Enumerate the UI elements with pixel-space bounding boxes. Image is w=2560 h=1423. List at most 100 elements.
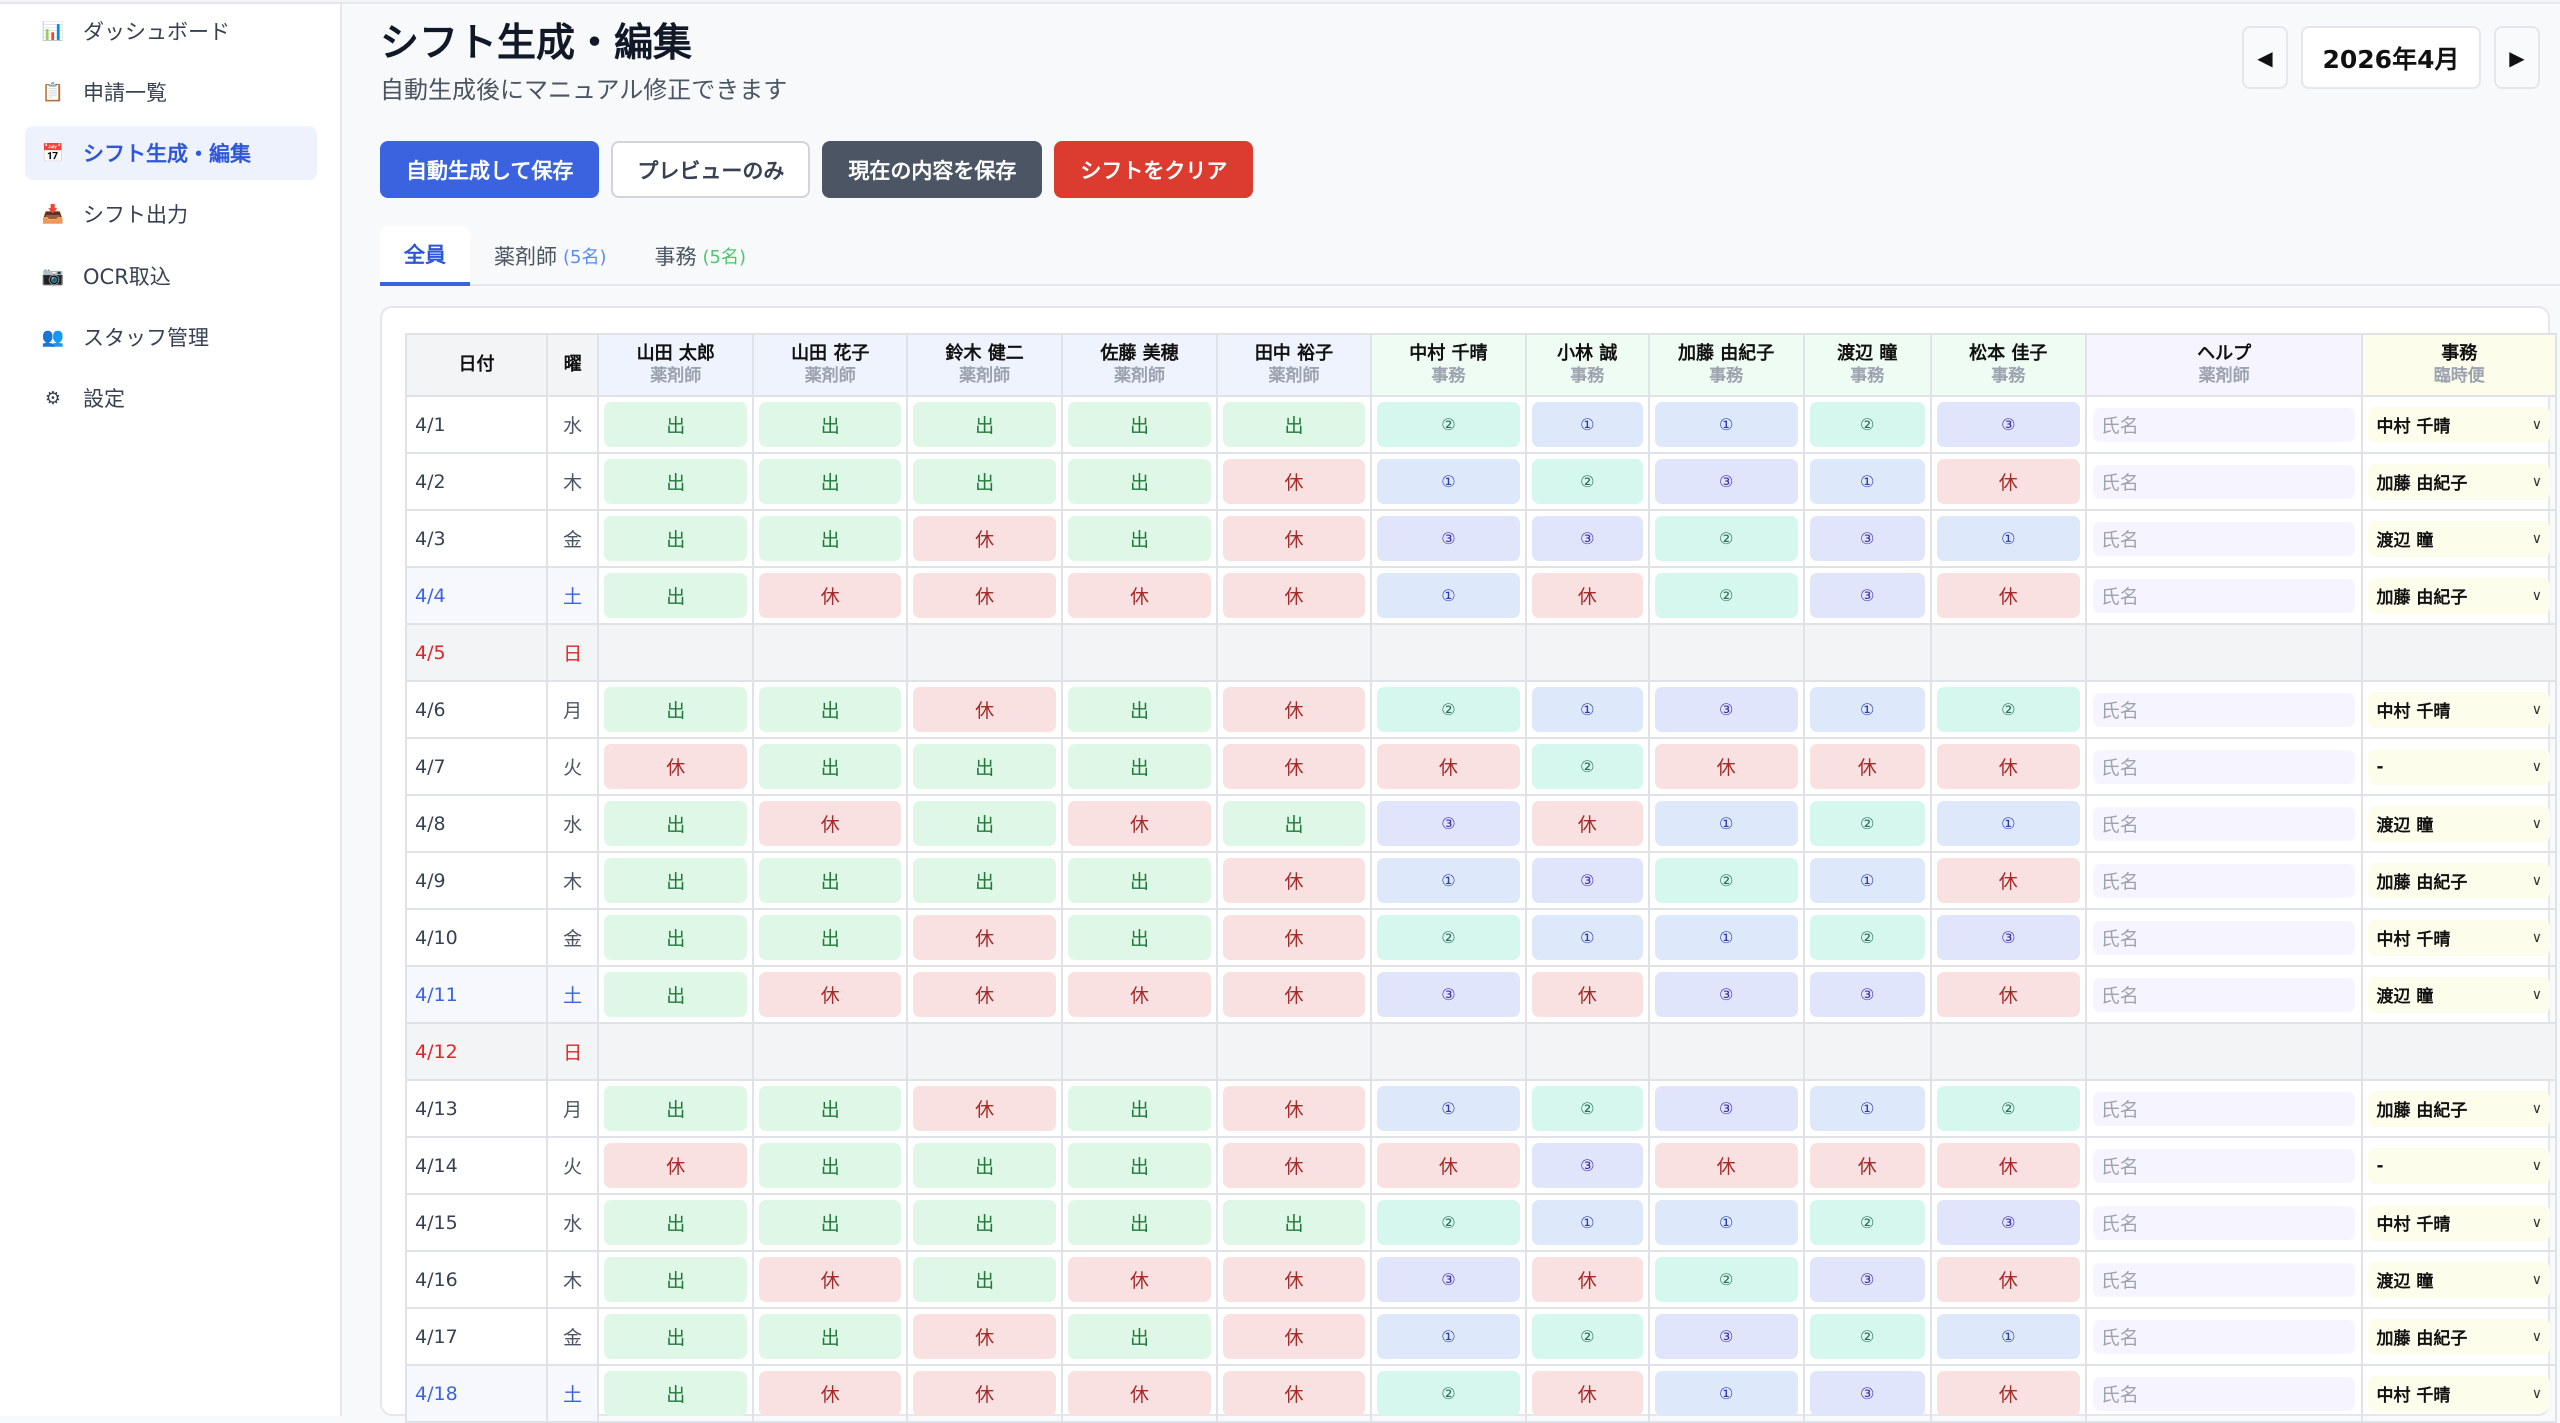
pharmacist-shift-toggle[interactable]: 出: [759, 687, 902, 732]
clerk-shift-toggle[interactable]: ②: [1654, 1257, 1798, 1302]
sidebar-item[interactable]: 👥 スタッフ管理: [25, 310, 317, 364]
clerk-shift-toggle[interactable]: ①: [1654, 915, 1798, 960]
pharmacist-shift-toggle[interactable]: 出: [604, 1257, 748, 1302]
pharmacist-shift-toggle[interactable]: 休: [1223, 573, 1365, 618]
office-select[interactable]: 加藤 由紀子 ∨: [2368, 463, 2550, 500]
clerk-shift-toggle[interactable]: ①: [1654, 402, 1798, 447]
clerk-shift-toggle[interactable]: ③: [1936, 402, 2080, 447]
pharmacist-shift-toggle[interactable]: 出: [1068, 858, 1212, 903]
sidebar-item[interactable]: 📊 ダッシュボード: [25, 4, 317, 58]
help-name-input[interactable]: 氏名: [2092, 1091, 2356, 1126]
pharmacist-shift-toggle[interactable]: 休: [1223, 744, 1365, 789]
sidebar-item[interactable]: 📷 OCR取込: [25, 249, 317, 303]
help-name-input[interactable]: 氏名: [2092, 1262, 2356, 1297]
pharmacist-shift-toggle[interactable]: 出: [913, 1257, 1057, 1302]
clerk-shift-toggle[interactable]: ③: [1376, 801, 1520, 846]
pharmacist-shift-toggle[interactable]: 休: [1223, 972, 1365, 1017]
pharmacist-shift-toggle[interactable]: 出: [913, 1143, 1057, 1188]
pharmacist-shift-toggle[interactable]: 休: [604, 744, 748, 789]
clerk-shift-toggle[interactable]: 休: [1936, 1371, 2080, 1416]
pharmacist-shift-toggle[interactable]: 休: [1223, 459, 1365, 504]
clerk-shift-toggle[interactable]: ①: [1809, 459, 1925, 504]
clerk-shift-toggle[interactable]: 休: [1531, 972, 1643, 1017]
clerk-shift-toggle[interactable]: ①: [1654, 801, 1798, 846]
clerk-shift-toggle[interactable]: 休: [1936, 972, 2080, 1017]
pharmacist-shift-toggle[interactable]: 休: [913, 1086, 1057, 1131]
pharmacist-shift-toggle[interactable]: 休: [759, 1257, 902, 1302]
pharmacist-shift-toggle[interactable]: 休: [1223, 1314, 1365, 1359]
help-name-input[interactable]: 氏名: [2092, 521, 2356, 556]
clerk-shift-toggle[interactable]: ①: [1531, 402, 1643, 447]
pharmacist-shift-toggle[interactable]: 出: [604, 402, 748, 447]
pharmacist-shift-toggle[interactable]: 出: [759, 858, 902, 903]
pharmacist-shift-toggle[interactable]: 出: [759, 459, 902, 504]
help-name-input[interactable]: 氏名: [2092, 1205, 2356, 1240]
pharmacist-shift-toggle[interactable]: 休: [604, 1143, 748, 1188]
pharmacist-shift-toggle[interactable]: 出: [1068, 402, 1212, 447]
pharmacist-shift-toggle[interactable]: 出: [759, 915, 902, 960]
pharmacist-shift-toggle[interactable]: 出: [604, 1371, 748, 1416]
pharmacist-shift-toggle[interactable]: 出: [759, 1200, 902, 1245]
pharmacist-shift-toggle[interactable]: 出: [759, 402, 902, 447]
pharmacist-shift-toggle[interactable]: 休: [759, 972, 902, 1017]
pharmacist-shift-toggle[interactable]: 出: [1068, 459, 1212, 504]
clerk-shift-toggle[interactable]: ③: [1936, 1200, 2080, 1245]
sidebar-item[interactable]: 📅 シフト生成・編集: [25, 126, 317, 180]
clerk-shift-toggle[interactable]: 休: [1936, 744, 2080, 789]
sidebar-item[interactable]: 📥 シフト出力: [25, 187, 317, 241]
clerk-shift-toggle[interactable]: ①: [1531, 915, 1643, 960]
save-current-button[interactable]: 現在の内容を保存: [822, 141, 1043, 198]
clerk-shift-toggle[interactable]: ②: [1376, 1200, 1520, 1245]
clerk-shift-toggle[interactable]: ①: [1376, 459, 1520, 504]
help-name-input[interactable]: 氏名: [2092, 977, 2356, 1012]
clerk-shift-toggle[interactable]: 休: [1376, 1143, 1520, 1188]
pharmacist-shift-toggle[interactable]: 出: [604, 858, 748, 903]
clerk-shift-toggle[interactable]: ③: [1809, 573, 1925, 618]
clerk-shift-toggle[interactable]: ②: [1809, 402, 1925, 447]
clerk-shift-toggle[interactable]: ③: [1376, 1257, 1520, 1302]
pharmacist-shift-toggle[interactable]: 休: [1068, 1257, 1212, 1302]
pharmacist-shift-toggle[interactable]: 休: [759, 1371, 902, 1416]
pharmacist-shift-toggle[interactable]: 休: [1223, 516, 1365, 561]
clerk-shift-toggle[interactable]: ③: [1809, 1371, 1925, 1416]
clerk-shift-toggle[interactable]: ①: [1376, 858, 1520, 903]
clerk-shift-toggle[interactable]: 休: [1936, 1257, 2080, 1302]
sidebar-item[interactable]: ⚙ 設定: [25, 371, 317, 425]
office-select[interactable]: - ∨: [2368, 748, 2550, 785]
pharmacist-shift-toggle[interactable]: 出: [759, 744, 902, 789]
pharmacist-shift-toggle[interactable]: 出: [759, 1086, 902, 1131]
clear-shift-button[interactable]: シフトをクリア: [1054, 141, 1254, 198]
clerk-shift-toggle[interactable]: ②: [1809, 1200, 1925, 1245]
clerk-shift-toggle[interactable]: ③: [1654, 972, 1798, 1017]
pharmacist-shift-toggle[interactable]: 出: [1068, 516, 1212, 561]
pharmacist-shift-toggle[interactable]: 出: [1223, 402, 1365, 447]
help-name-input[interactable]: 氏名: [2092, 578, 2356, 613]
clerk-shift-toggle[interactable]: ①: [1376, 573, 1520, 618]
pharmacist-shift-toggle[interactable]: 出: [759, 1143, 902, 1188]
pharmacist-shift-toggle[interactable]: 休: [1068, 972, 1212, 1017]
pharmacist-shift-toggle[interactable]: 休: [1068, 573, 1212, 618]
office-select[interactable]: 中村 千晴 ∨: [2368, 1204, 2550, 1241]
pharmacist-shift-toggle[interactable]: 休: [913, 516, 1057, 561]
pharmacist-shift-toggle[interactable]: 出: [913, 1200, 1057, 1245]
clerk-shift-toggle[interactable]: ①: [1809, 858, 1925, 903]
pharmacist-shift-toggle[interactable]: 出: [759, 1314, 902, 1359]
clerk-shift-toggle[interactable]: 休: [1531, 1371, 1643, 1416]
clerk-shift-toggle[interactable]: 休: [1376, 744, 1520, 789]
pharmacist-shift-toggle[interactable]: 出: [1068, 1314, 1212, 1359]
clerk-shift-toggle[interactable]: ②: [1809, 801, 1925, 846]
help-name-input[interactable]: 氏名: [2092, 1148, 2356, 1183]
pharmacist-shift-toggle[interactable]: 休: [759, 801, 902, 846]
clerk-shift-toggle[interactable]: 休: [1936, 858, 2080, 903]
pharmacist-shift-toggle[interactable]: 休: [913, 972, 1057, 1017]
help-name-input[interactable]: 氏名: [2092, 692, 2356, 727]
office-select[interactable]: 加藤 由紀子 ∨: [2368, 862, 2550, 899]
office-select[interactable]: - ∨: [2368, 1147, 2550, 1184]
clerk-shift-toggle[interactable]: ③: [1376, 972, 1520, 1017]
clerk-shift-toggle[interactable]: 休: [1531, 1257, 1643, 1302]
pharmacist-shift-toggle[interactable]: 休: [759, 573, 902, 618]
clerk-shift-toggle[interactable]: ③: [1809, 972, 1925, 1017]
clerk-shift-toggle[interactable]: ①: [1809, 687, 1925, 732]
help-name-input[interactable]: 氏名: [2092, 863, 2356, 898]
clerk-shift-toggle[interactable]: ③: [1531, 516, 1643, 561]
